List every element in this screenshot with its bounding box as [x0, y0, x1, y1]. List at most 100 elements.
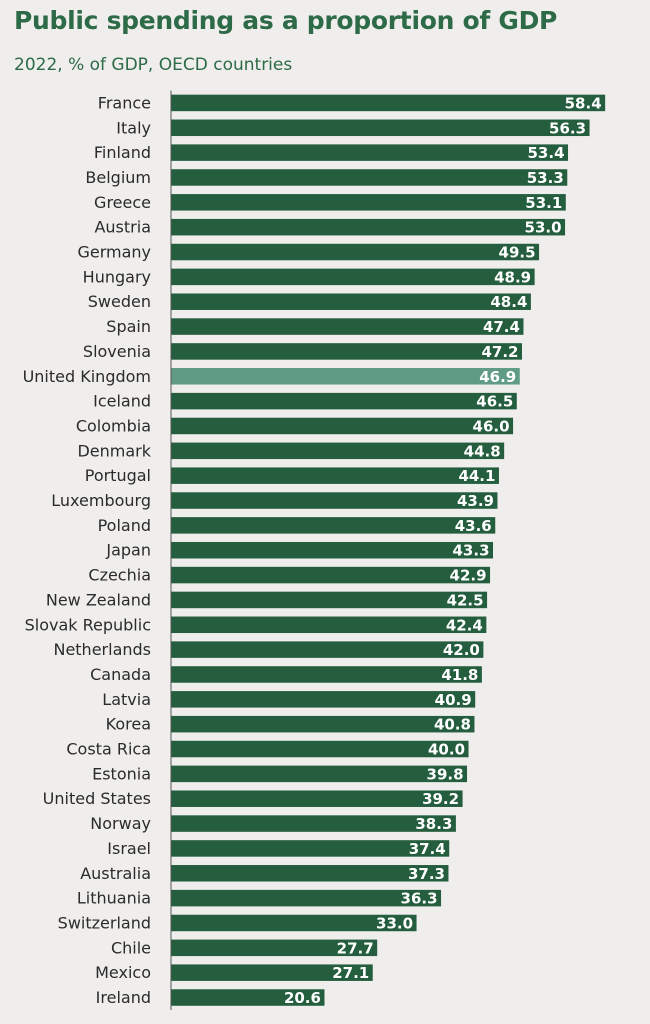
value-label-france: 58.4 — [565, 94, 602, 112]
bar-costa-rica — [171, 740, 469, 758]
category-label-united-states: United States — [43, 789, 151, 808]
bar-finland — [171, 144, 569, 161]
bar-iceland — [171, 392, 517, 410]
value-label-latvia: 40.9 — [435, 691, 472, 709]
value-label-norway: 38.3 — [415, 815, 452, 833]
category-label-czechia: Czechia — [88, 566, 151, 585]
category-label-portugal: Portugal — [85, 466, 151, 485]
category-label-korea: Korea — [106, 715, 151, 734]
value-label-korea: 40.8 — [434, 716, 471, 734]
bar-germany — [171, 243, 540, 261]
bar-hungary — [171, 268, 535, 286]
value-label-colombia: 46.0 — [473, 417, 510, 435]
value-label-iceland: 46.5 — [476, 393, 513, 411]
category-label-sweden: Sweden — [88, 292, 151, 311]
category-label-canada: Canada — [90, 665, 151, 684]
bar-france — [171, 94, 606, 112]
value-label-hungary: 48.9 — [494, 268, 531, 286]
bar-korea — [171, 715, 475, 733]
category-label-finland: Finland — [94, 143, 151, 162]
bar-mexico — [171, 964, 373, 981]
value-label-japan: 43.3 — [453, 542, 490, 560]
value-label-germany: 49.5 — [499, 244, 536, 262]
value-label-slovenia: 47.2 — [481, 343, 518, 361]
bar-sweden — [171, 293, 531, 310]
value-label-mexico: 27.1 — [332, 964, 369, 982]
category-label-france: France — [98, 93, 151, 112]
category-label-norway: Norway — [90, 814, 151, 833]
value-label-costa-rica: 40.0 — [428, 741, 465, 759]
value-label-italy: 56.3 — [549, 119, 586, 137]
value-label-sweden: 48.4 — [490, 293, 527, 311]
bar-belgium — [171, 169, 568, 186]
value-label-greece: 53.1 — [525, 194, 562, 212]
value-label-czechia: 42.9 — [450, 567, 487, 585]
value-label-switzerland: 33.0 — [376, 914, 413, 932]
category-label-spain: Spain — [106, 317, 151, 336]
bar-netherlands — [171, 641, 484, 658]
category-label-australia: Australia — [80, 864, 151, 883]
category-label-united-kingdom: United Kingdom — [23, 367, 151, 386]
bar-czechia — [171, 566, 491, 584]
category-label-lithuania: Lithuania — [77, 889, 151, 908]
bar-canada — [171, 666, 482, 683]
bar-italy — [171, 119, 590, 137]
value-label-united-states: 39.2 — [422, 790, 459, 808]
category-label-germany: Germany — [77, 243, 151, 262]
value-label-canada: 41.8 — [441, 666, 478, 684]
value-label-slovak-republic: 42.4 — [446, 616, 483, 634]
category-label-denmark: Denmark — [77, 441, 151, 460]
bar-chile — [171, 939, 378, 957]
category-label-belgium: Belgium — [85, 168, 151, 187]
bar-ireland — [171, 989, 325, 1006]
category-label-slovak-republic: Slovak Republic — [25, 615, 151, 634]
category-label-israel: Israel — [107, 839, 151, 858]
category-label-estonia: Estonia — [92, 764, 151, 783]
bar-slovenia — [171, 343, 522, 360]
bar-poland — [171, 517, 496, 534]
value-label-finland: 53.4 — [528, 144, 565, 162]
bar-japan — [171, 541, 494, 559]
value-label-united-kingdom: 46.9 — [479, 368, 516, 386]
category-label-italy: Italy — [116, 118, 151, 137]
category-label-austria: Austria — [94, 218, 151, 237]
bar-portugal — [171, 467, 499, 484]
value-label-poland: 43.6 — [455, 517, 492, 535]
category-label-iceland: Iceland — [93, 392, 151, 411]
bar-israel — [171, 840, 450, 857]
value-label-israel: 37.4 — [409, 840, 446, 858]
bar-austria — [171, 218, 566, 236]
bar-lithuania — [171, 889, 442, 907]
value-label-chile: 27.7 — [337, 939, 374, 957]
value-label-netherlands: 42.0 — [443, 641, 480, 659]
bar-colombia — [171, 417, 514, 435]
category-label-chile: Chile — [111, 938, 151, 957]
category-label-netherlands: Netherlands — [53, 640, 151, 659]
bar-switzerland — [171, 914, 417, 932]
value-label-lithuania: 36.3 — [401, 890, 438, 908]
chart-title: Public spending as a proportion of GDP — [14, 6, 558, 35]
value-label-denmark: 44.8 — [464, 442, 501, 460]
bar-denmark — [171, 442, 505, 460]
bar-slovak-republic — [171, 616, 487, 634]
category-label-colombia: Colombia — [76, 416, 151, 435]
category-label-costa-rica: Costa Rica — [66, 740, 151, 759]
category-label-new-zealand: New Zealand — [46, 590, 151, 609]
bar-new-zealand — [171, 591, 488, 609]
category-label-poland: Poland — [98, 516, 151, 535]
bar-spain — [171, 318, 524, 335]
category-label-mexico: Mexico — [95, 963, 151, 982]
value-label-luxembourg: 43.9 — [457, 492, 494, 510]
category-label-slovenia: Slovenia — [83, 342, 151, 361]
value-label-spain: 47.4 — [483, 318, 520, 336]
bar-united-states — [171, 790, 463, 807]
chart-subtitle: 2022, % of GDP, OECD countries — [14, 55, 293, 75]
category-label-luxembourg: Luxembourg — [51, 491, 151, 510]
category-label-latvia: Latvia — [102, 690, 151, 709]
category-label-hungary: Hungary — [83, 267, 151, 286]
bar-australia — [171, 865, 449, 882]
value-label-austria: 53.0 — [525, 219, 562, 237]
category-label-greece: Greece — [94, 193, 151, 212]
value-label-estonia: 39.8 — [427, 765, 464, 783]
